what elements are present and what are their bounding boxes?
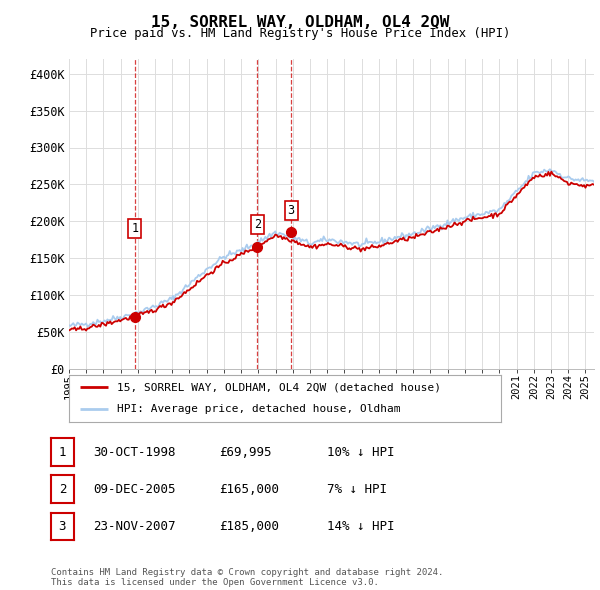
Text: 1: 1	[59, 445, 66, 458]
Text: 1: 1	[131, 222, 139, 235]
Text: HPI: Average price, detached house, Oldham: HPI: Average price, detached house, Oldh…	[116, 404, 400, 414]
Text: £69,995: £69,995	[219, 445, 271, 458]
Text: 2: 2	[59, 483, 66, 496]
Text: 10% ↓ HPI: 10% ↓ HPI	[327, 445, 395, 458]
Text: 7% ↓ HPI: 7% ↓ HPI	[327, 483, 387, 496]
Text: 30-OCT-1998: 30-OCT-1998	[93, 445, 176, 458]
Text: 15, SORREL WAY, OLDHAM, OL4 2QW (detached house): 15, SORREL WAY, OLDHAM, OL4 2QW (detache…	[116, 382, 440, 392]
Text: Price paid vs. HM Land Registry's House Price Index (HPI): Price paid vs. HM Land Registry's House …	[90, 27, 510, 40]
Text: 15, SORREL WAY, OLDHAM, OL4 2QW: 15, SORREL WAY, OLDHAM, OL4 2QW	[151, 15, 449, 30]
Text: Contains HM Land Registry data © Crown copyright and database right 2024.
This d: Contains HM Land Registry data © Crown c…	[51, 568, 443, 587]
Text: 3: 3	[59, 520, 66, 533]
Text: 3: 3	[287, 204, 295, 217]
Text: 14% ↓ HPI: 14% ↓ HPI	[327, 520, 395, 533]
Text: 2: 2	[254, 218, 261, 231]
Text: £165,000: £165,000	[219, 483, 279, 496]
Text: £185,000: £185,000	[219, 520, 279, 533]
Text: 09-DEC-2005: 09-DEC-2005	[93, 483, 176, 496]
Text: 23-NOV-2007: 23-NOV-2007	[93, 520, 176, 533]
